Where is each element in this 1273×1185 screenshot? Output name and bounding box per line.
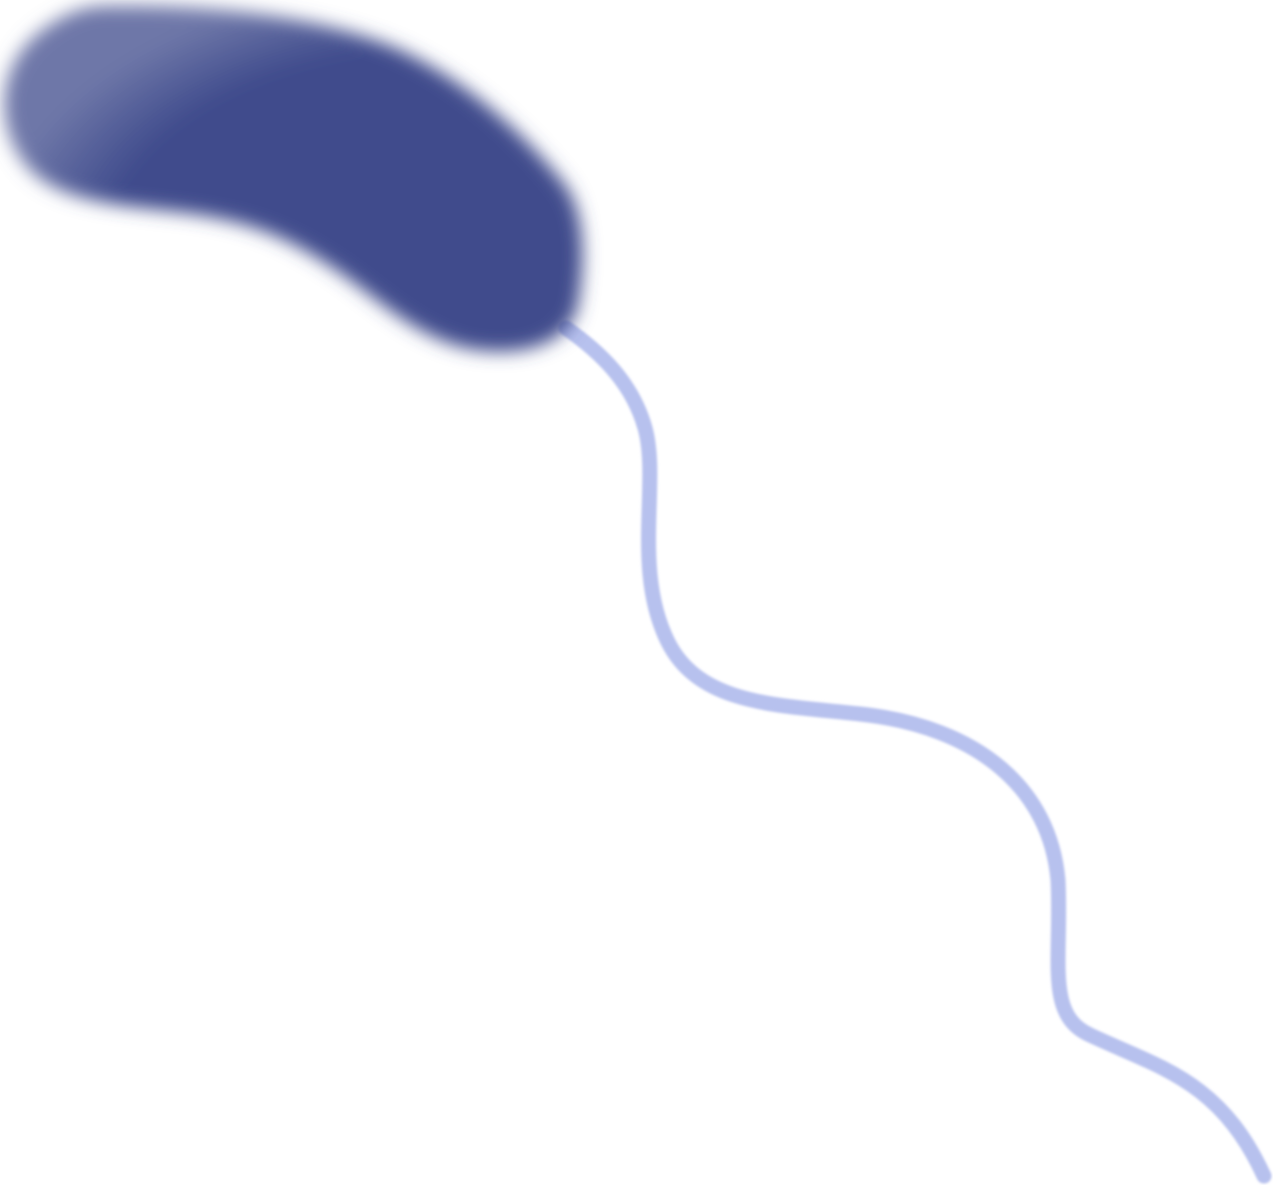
flagellum: [558, 320, 1272, 1184]
cell-body: [4, 5, 583, 352]
